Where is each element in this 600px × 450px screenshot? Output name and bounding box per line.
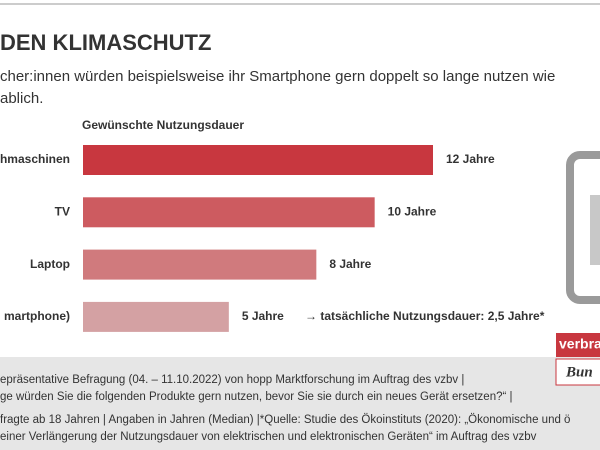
bar bbox=[83, 301, 229, 332]
logo-text: Bun bbox=[565, 364, 593, 380]
footer-line: epräsentative Befragung (04. – 11.10.202… bbox=[0, 374, 464, 386]
logo-bottom bbox=[555, 358, 600, 386]
bar bbox=[83, 197, 375, 228]
category-label: TV bbox=[55, 204, 70, 218]
footer-line: einer Verlängerung der Nutzungsdauer von… bbox=[0, 431, 537, 443]
annotation: → tatsächliche Nutzungsdauer: 2,5 Jahre* bbox=[305, 309, 545, 323]
value-label: 12 Jahre bbox=[446, 152, 495, 166]
bar bbox=[83, 249, 317, 280]
logo-text: verbra bbox=[559, 336, 600, 352]
title: DEN KLIMASCHUTZ bbox=[0, 30, 211, 55]
category-label: Laptop bbox=[30, 257, 70, 271]
logo-top bbox=[556, 333, 600, 357]
phone-icon bbox=[566, 151, 600, 304]
category-label: martphone) bbox=[4, 309, 70, 323]
phone-icon-screen bbox=[590, 195, 600, 265]
subtitle-line: ablich. bbox=[0, 90, 43, 107]
value-label: 10 Jahre bbox=[388, 204, 437, 218]
category-label: hmaschinen bbox=[0, 152, 70, 166]
footer-line: ge würden Sie die folgenden Produkte ger… bbox=[0, 391, 513, 403]
footer-line: fragte ab 18 Jahren | Angaben in Jahren … bbox=[0, 414, 570, 426]
value-label: 5 Jahre bbox=[242, 309, 284, 323]
value-label: 8 Jahre bbox=[329, 257, 371, 271]
chart-title: Gewünschte Nutzungsdauer bbox=[82, 118, 244, 132]
bar bbox=[83, 145, 433, 175]
footer-band bbox=[0, 357, 600, 450]
subtitle-line: cher:innen würden beispielsweise ihr Sma… bbox=[0, 68, 555, 85]
